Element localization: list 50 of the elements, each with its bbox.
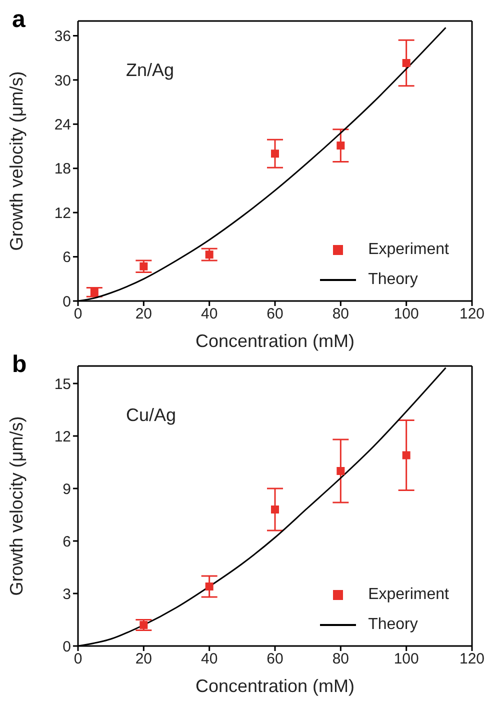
point xyxy=(336,142,345,150)
y-tick-label: 0 xyxy=(62,293,71,310)
legend-label: Experiment xyxy=(368,586,449,604)
point xyxy=(271,506,279,514)
x-tick-label: 80 xyxy=(332,306,350,323)
y-tick-label: 6 xyxy=(62,249,71,266)
y-tick-label: 12 xyxy=(54,204,71,222)
point xyxy=(271,150,279,158)
point xyxy=(140,262,148,270)
x-tick-label: 40 xyxy=(200,650,218,668)
y-tick-label: 0 xyxy=(62,638,71,656)
y-tick-label: 30 xyxy=(54,72,71,90)
legend-label: Theory xyxy=(368,616,418,634)
x-axis-title: Concentration (mM) xyxy=(195,676,355,696)
y-tick-label: 36 xyxy=(54,28,71,46)
annotation: Cu/Ag xyxy=(126,405,176,426)
point xyxy=(140,621,148,629)
x-tick-label: 120 xyxy=(459,306,485,323)
x-tick-label: 100 xyxy=(394,306,419,323)
text: a xyxy=(12,6,26,34)
x-tick-label: 100 xyxy=(394,650,419,668)
point xyxy=(336,467,345,475)
y-tick-label: 24 xyxy=(54,116,71,134)
y-tick-label: 3 xyxy=(62,586,71,603)
y-tick-label: 12 xyxy=(54,428,71,446)
y-tick-label: 15 xyxy=(54,376,71,393)
x-tick-label: 60 xyxy=(266,306,284,323)
x-tick-label: 60 xyxy=(266,650,284,668)
point xyxy=(402,451,410,460)
x-tick-label: 40 xyxy=(200,306,218,323)
point xyxy=(402,59,410,67)
y-tick-label: 18 xyxy=(54,160,71,178)
y-axis-title: Growth velocity (μm/s) xyxy=(6,71,26,251)
y-tick-label: 6 xyxy=(62,533,71,550)
legend-label: Theory xyxy=(368,271,418,289)
x-axis-title: Concentration (mM) xyxy=(195,331,355,351)
point xyxy=(90,288,98,296)
x-tick-label: 80 xyxy=(332,650,350,668)
y-axis-title: Growth velocity (μm/s) xyxy=(6,416,26,596)
point xyxy=(205,582,214,590)
annotation: Zn/Ag xyxy=(126,60,174,81)
x-tick-label: 120 xyxy=(459,650,485,668)
legend-label: Experiment xyxy=(368,241,449,259)
x-tick-label: 20 xyxy=(135,650,152,668)
y-tick-label: 9 xyxy=(62,480,71,498)
x-tick-label: 0 xyxy=(74,306,82,323)
point xyxy=(205,250,214,259)
x-tick-label: 0 xyxy=(74,650,82,668)
x-tick-label: 20 xyxy=(135,306,152,323)
text: b xyxy=(12,351,27,379)
